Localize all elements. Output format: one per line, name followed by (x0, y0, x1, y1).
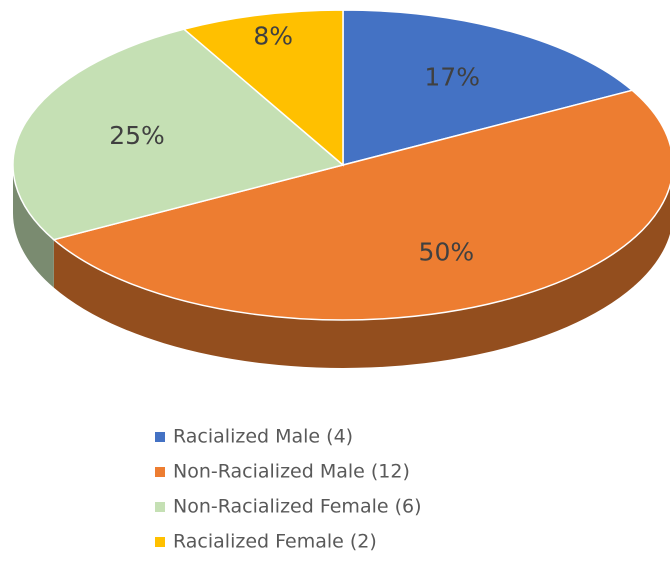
pie-slice (182, 9, 344, 167)
legend-swatch (155, 537, 165, 547)
legend-label: Racialized Female (2) (173, 531, 377, 553)
pie-side (53, 185, 670, 368)
data-label: 17% (424, 62, 480, 91)
data-label: 50% (419, 237, 475, 266)
data-label: 25% (109, 121, 165, 150)
legend-label: Racialized Male (4) (173, 426, 353, 448)
pie-slice (342, 9, 634, 166)
pie-slice (52, 89, 670, 321)
legend-swatch (155, 467, 165, 477)
data-label: 8% (253, 21, 293, 50)
pie-side (13, 165, 54, 288)
legend-label: Non-Racialized Male (12) (173, 461, 410, 483)
legend-swatch (155, 432, 165, 442)
legend-label: Non-Racialized Female (6) (173, 496, 422, 518)
legend-swatch (155, 502, 165, 512)
pie-slice (12, 28, 345, 241)
